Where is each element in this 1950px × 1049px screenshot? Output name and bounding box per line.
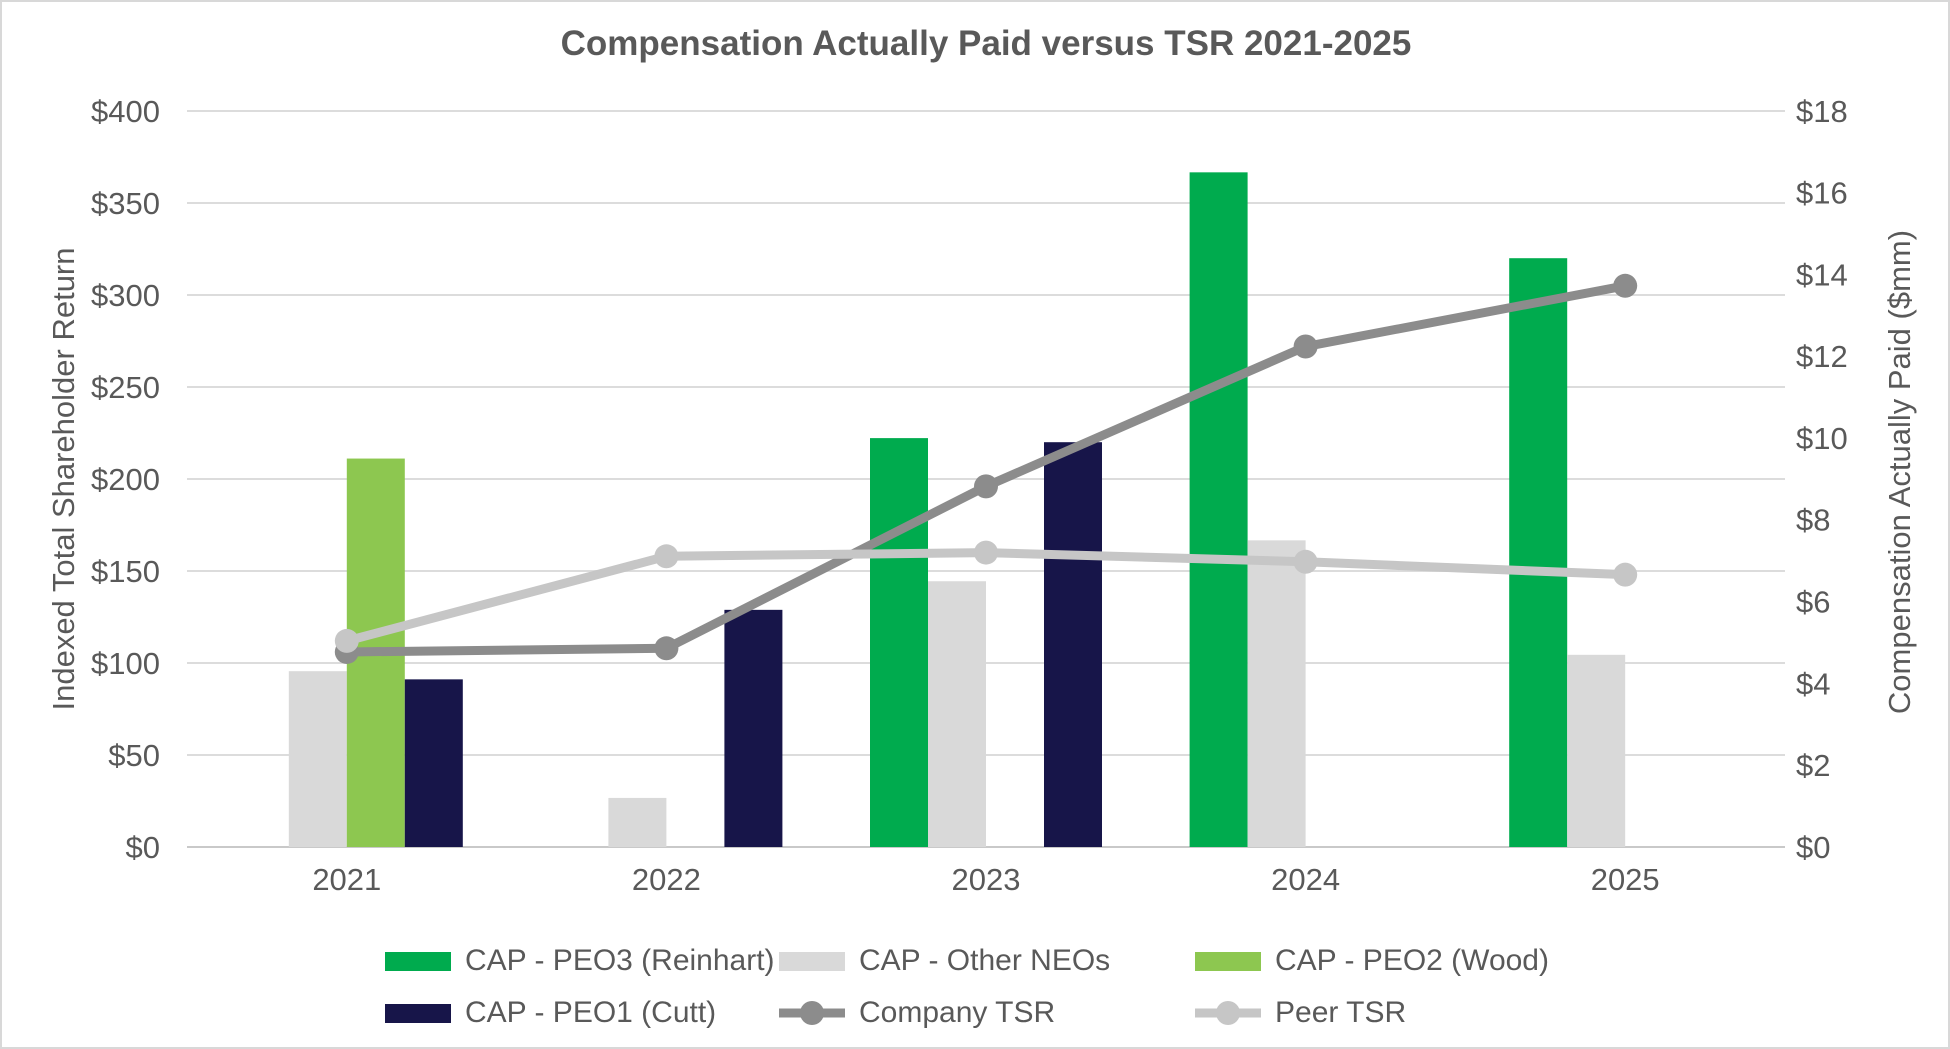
bar-cap-peo3-reinhart--2024 xyxy=(1189,172,1248,848)
left-axis-tick-0: $0 xyxy=(126,830,160,865)
marker-company-tsr-2023 xyxy=(974,474,998,499)
left-axis-tick-400: $400 xyxy=(91,94,160,129)
marker-peer-tsr-2023 xyxy=(974,540,998,565)
bar-cap-other-neos-2022 xyxy=(608,797,667,847)
marker-company-tsr-2025 xyxy=(1613,273,1638,298)
bar-cap-peo1-cutt--2022 xyxy=(724,609,783,847)
marker-peer-tsr-2021 xyxy=(334,628,359,653)
left-axis-tick-200: $200 xyxy=(91,462,160,497)
right-axis-tick-4: $4 xyxy=(1796,666,1830,701)
marker-company-tsr-2022 xyxy=(654,636,679,661)
x-axis-label-2025: 2025 xyxy=(1591,862,1660,897)
right-axis-tick-14: $14 xyxy=(1796,257,1848,292)
bar-cap-other-neos-2024 xyxy=(1247,540,1306,847)
left-axis-tick-50: $50 xyxy=(108,738,160,773)
marker-peer-tsr-2024 xyxy=(1293,549,1318,574)
bar-cap-other-neos-2021 xyxy=(288,671,347,847)
bar-cap-other-neos-2023 xyxy=(928,581,986,847)
left-axis-tick-300: $300 xyxy=(91,278,160,313)
right-axis-tick-8: $8 xyxy=(1796,503,1830,538)
right-axis-tick-0: $0 xyxy=(1796,830,1830,865)
left-axis-tick-350: $350 xyxy=(91,186,160,221)
chart-title: Compensation Actually Paid versus TSR 20… xyxy=(560,24,1412,63)
x-axis-label-2022: 2022 xyxy=(632,862,701,897)
bar-cap-peo1-cutt--2023 xyxy=(1044,442,1102,847)
marker-peer-tsr-2022 xyxy=(654,544,679,569)
bar-cap-peo3-reinhart--2023 xyxy=(870,438,928,847)
right-axis-tick-16: $16 xyxy=(1796,176,1848,211)
bar-cap-peo3-reinhart--2025 xyxy=(1509,258,1568,847)
x-axis-label-2024: 2024 xyxy=(1271,862,1340,897)
right-axis-tick-12: $12 xyxy=(1796,339,1848,374)
x-axis-label-2023: 2023 xyxy=(952,862,1021,897)
left-axis-tick-250: $250 xyxy=(91,370,160,405)
right-axis-tick-10: $10 xyxy=(1796,421,1848,456)
left-axis-tick-150: $150 xyxy=(91,554,160,589)
right-axis-tick-6: $6 xyxy=(1796,585,1830,620)
bar-cap-peo1-cutt--2021 xyxy=(404,679,463,847)
right-axis-tick-18: $18 xyxy=(1796,94,1848,129)
marker-peer-tsr-2025 xyxy=(1613,562,1638,587)
right-axis-tick-2: $2 xyxy=(1796,748,1830,783)
marker-company-tsr-2024 xyxy=(1293,334,1318,359)
x-axis-label-2021: 2021 xyxy=(312,862,381,897)
left-axis-tick-100: $100 xyxy=(91,646,160,681)
bar-cap-other-neos-2025 xyxy=(1567,654,1626,847)
